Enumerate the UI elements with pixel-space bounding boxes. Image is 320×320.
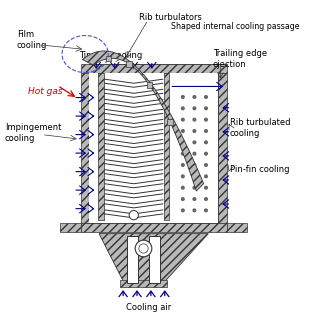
Circle shape bbox=[204, 163, 208, 167]
Bar bbox=[89, 64, 219, 222]
Bar bbox=[164, 73, 169, 220]
Circle shape bbox=[204, 208, 208, 212]
Circle shape bbox=[129, 211, 139, 220]
Circle shape bbox=[192, 163, 196, 167]
Polygon shape bbox=[82, 51, 204, 191]
Circle shape bbox=[181, 129, 185, 133]
Text: Rib turbulated
cooling: Rib turbulated cooling bbox=[229, 118, 290, 138]
Circle shape bbox=[204, 106, 208, 110]
Circle shape bbox=[192, 129, 196, 133]
Text: Pin-fin cooling: Pin-fin cooling bbox=[229, 165, 289, 174]
Bar bbox=[89, 73, 98, 222]
Bar bbox=[81, 222, 227, 232]
Circle shape bbox=[181, 163, 185, 167]
Bar bbox=[149, 236, 160, 283]
Bar bbox=[147, 82, 152, 88]
Circle shape bbox=[204, 174, 208, 179]
Circle shape bbox=[192, 197, 196, 201]
Circle shape bbox=[192, 95, 196, 99]
Circle shape bbox=[192, 106, 196, 110]
Text: Film
cooling: Film cooling bbox=[17, 30, 47, 50]
Bar bbox=[120, 280, 167, 287]
Circle shape bbox=[192, 118, 196, 122]
Bar bbox=[81, 73, 89, 222]
Text: Rib turbulators: Rib turbulators bbox=[139, 13, 202, 22]
Circle shape bbox=[181, 208, 185, 212]
Text: Impingement
cooling: Impingement cooling bbox=[4, 123, 61, 143]
Bar bbox=[106, 56, 111, 61]
Bar bbox=[227, 222, 247, 232]
Circle shape bbox=[204, 186, 208, 190]
Polygon shape bbox=[99, 234, 208, 284]
Text: Hot gas: Hot gas bbox=[28, 87, 62, 96]
Bar bbox=[167, 119, 173, 125]
Circle shape bbox=[204, 152, 208, 156]
Text: Shaped internal cooling passage: Shaped internal cooling passage bbox=[171, 22, 300, 31]
Text: Tip cap cooling: Tip cap cooling bbox=[79, 52, 143, 60]
Bar bbox=[219, 73, 227, 222]
Circle shape bbox=[192, 208, 196, 212]
Text: Cooling air: Cooling air bbox=[125, 303, 171, 312]
Circle shape bbox=[139, 244, 148, 253]
Bar bbox=[169, 73, 219, 222]
Bar bbox=[60, 222, 81, 232]
Circle shape bbox=[204, 129, 208, 133]
Circle shape bbox=[181, 140, 185, 144]
Circle shape bbox=[192, 140, 196, 144]
Text: Trailing edge
ejection: Trailing edge ejection bbox=[213, 49, 267, 69]
Circle shape bbox=[181, 152, 185, 156]
Circle shape bbox=[204, 118, 208, 122]
Circle shape bbox=[192, 186, 196, 190]
Circle shape bbox=[181, 186, 185, 190]
Bar bbox=[98, 73, 104, 220]
Circle shape bbox=[192, 174, 196, 179]
Bar bbox=[127, 236, 138, 283]
Bar bbox=[126, 61, 132, 67]
Circle shape bbox=[192, 152, 196, 156]
Circle shape bbox=[204, 140, 208, 144]
Circle shape bbox=[181, 197, 185, 201]
Circle shape bbox=[181, 106, 185, 110]
Circle shape bbox=[181, 95, 185, 99]
Circle shape bbox=[181, 174, 185, 179]
Bar bbox=[104, 73, 164, 222]
Bar bbox=[81, 64, 227, 73]
Circle shape bbox=[181, 118, 185, 122]
Circle shape bbox=[135, 240, 152, 257]
Circle shape bbox=[204, 197, 208, 201]
Circle shape bbox=[204, 95, 208, 99]
